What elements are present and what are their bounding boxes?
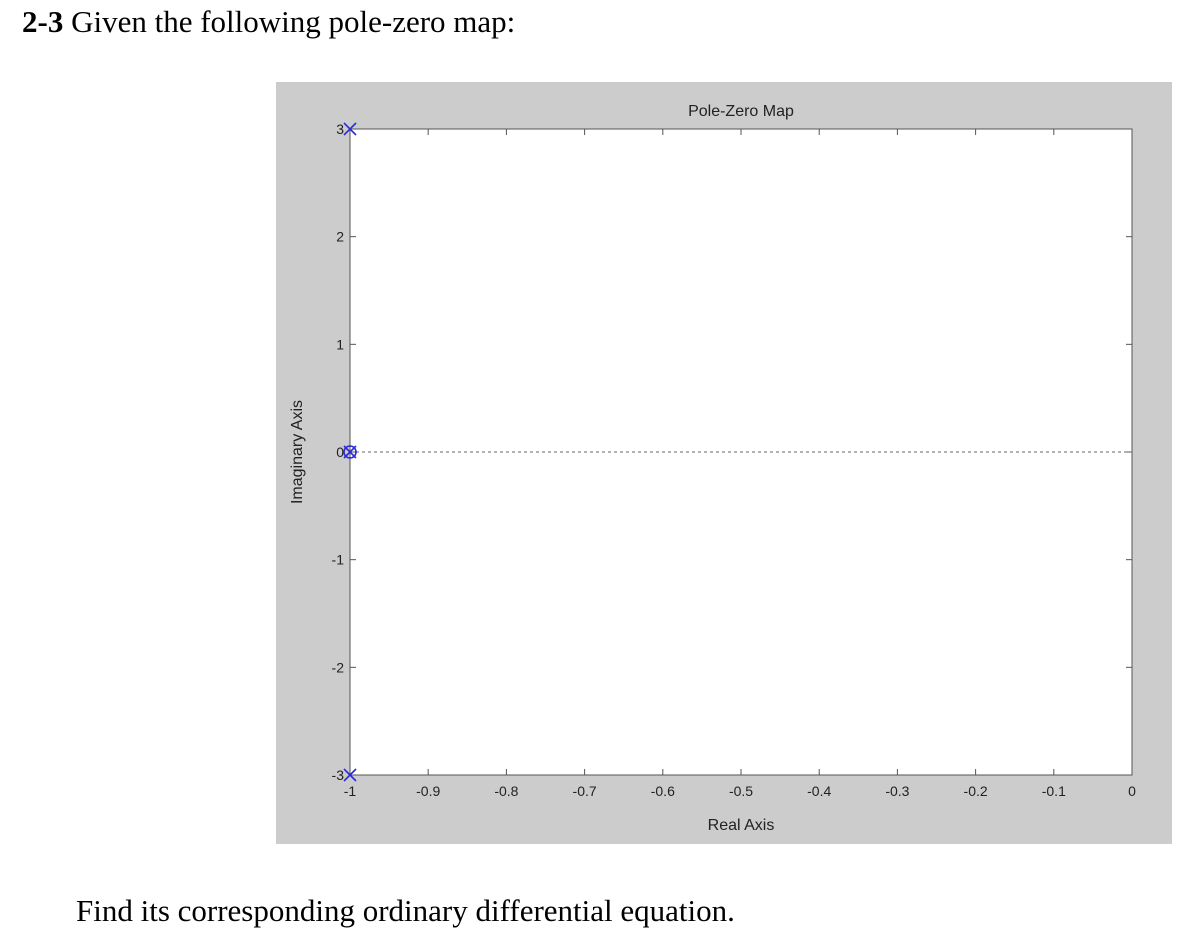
zero-marker — [343, 445, 357, 459]
x-tick-label: -0.9 — [416, 783, 440, 799]
pole-marker — [343, 768, 357, 782]
pole-x-stroke — [343, 768, 357, 782]
pole-marker — [343, 122, 357, 136]
y-tick-label: -1 — [332, 552, 345, 568]
pole-x-stroke — [343, 122, 357, 136]
x-tick-label: -0.7 — [573, 783, 597, 799]
x-tick-label: -0.2 — [964, 783, 988, 799]
problem-number: 2-3 — [22, 4, 64, 39]
problem-statement: Given the following pole-zero map: — [71, 4, 516, 39]
chart-title: Pole-Zero Map — [688, 103, 794, 120]
x-tick-label: -0.6 — [651, 783, 675, 799]
axis-ticks: -1 -0.9 -0.8 -0.7 -0.6 -0.5 -0.4 -0.3 -0.2 -0.1 0 -… — [332, 121, 1137, 799]
x-tick-label: -0.8 — [494, 783, 518, 799]
question-text: Find its corresponding ordinary differen… — [76, 893, 735, 928]
pole-zero-figure: -1 -0.9 -0.8 -0.7 -0.6 -0.5 -0.4 -0.3 -0.2 -0.1 0 -… — [276, 82, 1172, 844]
x-tick-label: -0.3 — [885, 783, 909, 799]
problem-heading: 2-3 Given the following pole-zero map: — [22, 2, 515, 42]
x-axis-label: Real Axis — [708, 817, 775, 834]
x-tick-label: -0.5 — [729, 783, 753, 799]
y-tick-label: -3 — [332, 767, 345, 783]
y-tick-label: 2 — [336, 229, 344, 245]
y-tick-label: 3 — [336, 121, 344, 137]
pole-zero-chart: -1 -0.9 -0.8 -0.7 -0.6 -0.5 -0.4 -0.3 -0.2 -0.1 0 -… — [289, 103, 1137, 834]
x-tick-label: 0 — [1128, 783, 1136, 799]
x-tick-label: -0.4 — [807, 783, 831, 799]
y-axis-label: Imaginary Axis — [289, 400, 306, 504]
x-tick-label: -1 — [344, 783, 357, 799]
x-tick-label: -0.1 — [1042, 783, 1066, 799]
y-tick-label: 1 — [336, 336, 344, 352]
marker-layer — [343, 122, 357, 782]
y-tick-label: 0 — [336, 444, 344, 460]
y-tick-label: -2 — [332, 659, 345, 675]
